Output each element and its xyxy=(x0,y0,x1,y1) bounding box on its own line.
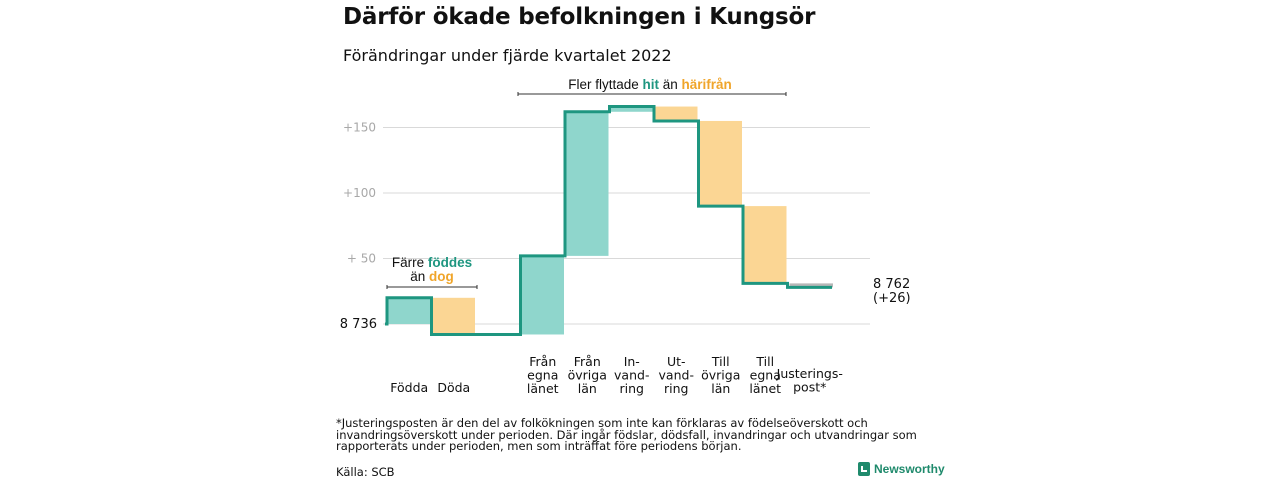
x-label-2: Döda xyxy=(437,380,470,395)
y-tick-label: +150 xyxy=(343,121,376,135)
bar-2 xyxy=(431,297,475,335)
bars xyxy=(387,106,833,335)
end-change-label: (+26) xyxy=(873,291,911,306)
annotation-births-prefix: Färre xyxy=(392,255,428,270)
annotation-migration: Fler flyttade hit än härifrån xyxy=(517,77,787,96)
x-label-4: Från xyxy=(574,354,601,369)
x-label-6: Ut- xyxy=(667,354,686,369)
annotation-migration-prefix: Fler flyttade xyxy=(568,77,642,92)
x-label-6: ring xyxy=(664,381,688,396)
x-label-4: län xyxy=(578,381,597,396)
x-label-9: Justerings- xyxy=(776,366,843,381)
x-label-8: Till xyxy=(755,354,774,369)
brand-logo: Newsworthy xyxy=(858,462,945,476)
x-label-3: länet xyxy=(527,381,559,396)
source-label: Källa: SCB xyxy=(336,465,395,479)
annotation-migration-middle: än xyxy=(659,77,682,92)
x-label-5: vand- xyxy=(614,368,649,383)
x-label-7: övriga xyxy=(701,368,740,383)
x-label-8: länet xyxy=(749,381,781,396)
bar-6 xyxy=(654,106,698,121)
bar-3 xyxy=(520,255,564,335)
bar-8 xyxy=(743,206,787,284)
x-label-8: egna xyxy=(750,368,781,383)
x-label-4: övriga xyxy=(568,368,607,383)
gridlines xyxy=(383,127,870,325)
x-label-9: post* xyxy=(793,380,826,395)
chart-subtitle: Förändringar under fjärde kvartalet 2022 xyxy=(343,46,672,65)
x-label-5: ring xyxy=(620,381,644,396)
y-tick-label: + 50 xyxy=(347,252,376,266)
start-value-label: 8 736 xyxy=(340,317,377,332)
bar-4 xyxy=(565,111,609,256)
bar-9 xyxy=(789,283,833,288)
footnote: *Justeringsposten är den del av folkökni… xyxy=(336,416,917,453)
cumulative-step-line xyxy=(385,105,832,336)
bar-5 xyxy=(609,106,653,112)
annotation-deaths-prefix: än xyxy=(410,269,429,284)
svg-text:än dog: än dog xyxy=(410,269,454,284)
x-label-1: Födda xyxy=(390,380,428,395)
newsworthy-icon xyxy=(858,462,870,476)
annotation-migration-hit: hit xyxy=(642,77,659,92)
x-label-7: län xyxy=(711,381,730,396)
svg-text:Fler flyttade hit än härifrån: Fler flyttade hit än härifrån xyxy=(568,77,732,92)
x-label-6: vand- xyxy=(659,368,694,383)
x-label-3: Från xyxy=(529,354,556,369)
annotation-migration-harifran: härifrån xyxy=(682,77,732,92)
y-tick-label: +100 xyxy=(343,186,376,200)
waterfall-chart: + 50+100+150 Födda DödaFrånegnalänetFrånö… xyxy=(340,77,911,396)
x-label-5: In- xyxy=(624,354,640,369)
annotation-births-highlight: föddes xyxy=(428,255,472,270)
bar-7 xyxy=(698,120,742,207)
x-label-7: Till xyxy=(711,354,730,369)
svg-text:Färre föddes: Färre föddes xyxy=(392,255,472,270)
chart-title: Därför ökade befolkningen i Kungsör xyxy=(343,4,816,30)
x-axis-labels: Födda DödaFrånegnalänetFrånövrigalänIn-va… xyxy=(390,354,843,396)
x-label-3: egna xyxy=(527,368,558,383)
bar-1 xyxy=(387,297,431,324)
annotation-births-deaths: Färre föddes än dog xyxy=(386,255,478,289)
y-axis-ticks: + 50 +100 +150 xyxy=(343,121,376,266)
annotation-deaths-highlight: dog xyxy=(429,269,454,284)
brand-name: Newsworthy xyxy=(874,462,945,476)
end-value-label: 8 762 xyxy=(873,277,910,292)
